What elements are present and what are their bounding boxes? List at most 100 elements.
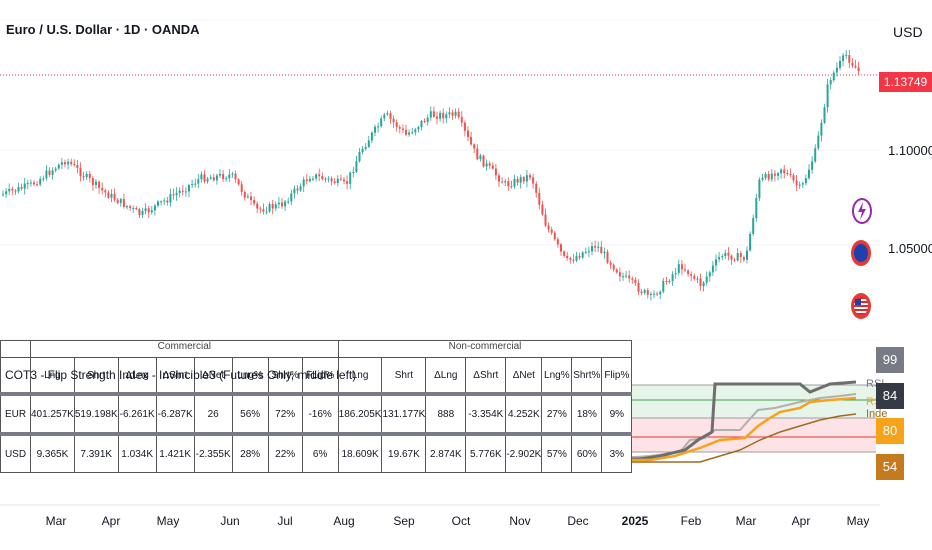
- candle-body: [191, 184, 194, 186]
- time-label: May: [846, 514, 870, 528]
- candle-body: [507, 181, 510, 187]
- candle-body: [649, 293, 652, 295]
- time-label: Apr: [101, 514, 121, 528]
- candle-body: [439, 112, 442, 119]
- candle-body: [845, 55, 848, 57]
- candle-body: [739, 253, 742, 258]
- candle-body: [339, 178, 342, 180]
- candle-body: [826, 84, 829, 108]
- candle-body: [432, 111, 435, 117]
- candle-body: [597, 246, 600, 248]
- us-flag-icon[interactable]: [851, 293, 871, 319]
- candle-body: [532, 177, 535, 184]
- table-cell: 5.776K: [465, 432, 507, 473]
- eu-flag-icon[interactable]: [851, 240, 871, 266]
- candle-body: [820, 122, 823, 136]
- time-label: Oct: [451, 514, 471, 528]
- candle-body: [504, 181, 507, 183]
- candle-body: [854, 65, 857, 68]
- candle-body: [67, 161, 70, 165]
- candle-body: [175, 193, 178, 196]
- table-cell: -2.902K: [505, 432, 543, 473]
- candle-body: [259, 208, 262, 210]
- candle-body: [535, 183, 538, 193]
- indicator-title[interactable]: COT3 - Flip Strength Index - Invincible3…: [5, 368, 357, 382]
- col-header: ΔShrt: [155, 357, 195, 395]
- candle-body: [246, 196, 249, 198]
- table-cell: 4.252K: [505, 392, 543, 435]
- candle-body: [857, 67, 860, 72]
- table-cell: 9%: [601, 392, 633, 435]
- candle-body: [792, 175, 795, 181]
- col-header: ΔNet: [505, 357, 543, 395]
- candle-body: [631, 278, 634, 280]
- candle-body: [742, 257, 745, 260]
- candle-body: [646, 290, 649, 295]
- candle-body: [222, 173, 225, 180]
- table-row-eur: EUR 401.257K 519.198K -6.261K -6.287K 26…: [0, 392, 633, 435]
- candle-body: [172, 194, 175, 196]
- candle-body: [88, 173, 91, 179]
- candle-body: [296, 188, 299, 191]
- candle-body: [98, 181, 101, 188]
- candle-body: [829, 80, 832, 85]
- candle-body: [14, 190, 17, 192]
- group-commercial: Commercial: [30, 340, 339, 358]
- candle-body: [783, 169, 786, 173]
- candle-body: [333, 181, 336, 184]
- candle-body: [243, 191, 246, 198]
- candle-body: [519, 177, 522, 183]
- candle-body: [671, 274, 674, 282]
- candle-body: [606, 251, 609, 263]
- candle-body: [122, 199, 125, 207]
- candle-body: [479, 155, 482, 160]
- table-row-usd: USD 9.365K 7.391K 1.034K 1.421K -2.355K …: [0, 432, 633, 473]
- candle-body: [467, 130, 469, 137]
- table-cell: 9.365K: [30, 432, 75, 473]
- candle-body: [615, 269, 618, 273]
- lightning-icon[interactable]: [852, 198, 872, 224]
- candle-body: [715, 259, 717, 266]
- candle-body: [380, 118, 383, 127]
- candle-body: [457, 111, 460, 118]
- candle-body: [417, 127, 420, 130]
- candle-body: [8, 188, 11, 192]
- candle-body: [622, 276, 624, 278]
- time-label: Jun: [220, 514, 240, 528]
- candle-body: [228, 174, 231, 179]
- candle-body: [556, 239, 559, 245]
- candle-body: [64, 162, 66, 165]
- time-label: Nov: [509, 514, 531, 528]
- time-label: Aug: [333, 514, 355, 528]
- grid-lines: [0, 19, 880, 341]
- candle-body: [693, 275, 696, 279]
- candle-body: [82, 176, 85, 178]
- candle-body: [811, 161, 814, 170]
- candle-body: [690, 274, 693, 276]
- candle-body: [612, 264, 615, 270]
- index-line-orange: [565, 396, 857, 462]
- table-cell: 519.198K: [73, 392, 119, 435]
- candle-body: [702, 282, 705, 287]
- candle-body: [343, 179, 345, 182]
- candle-body: [625, 275, 628, 277]
- candle-body: [178, 190, 181, 194]
- candle-body: [609, 262, 612, 265]
- table-cell: 1.421K: [155, 432, 195, 473]
- candle-body: [386, 113, 389, 115]
- candle-body: [445, 114, 448, 119]
- candle-body: [569, 258, 572, 260]
- candle-body: [364, 147, 367, 149]
- candle-body: [665, 281, 668, 283]
- candle-body: [60, 162, 63, 165]
- currency-label[interactable]: USD: [893, 24, 923, 40]
- candle-body: [795, 180, 798, 186]
- candle-body: [85, 173, 88, 178]
- candle-body: [318, 174, 321, 177]
- candle-body: [101, 187, 104, 191]
- badge-99: 99: [876, 347, 904, 373]
- candle-body: [541, 204, 544, 215]
- candle-body: [420, 120, 423, 128]
- candle-body: [29, 182, 32, 184]
- candle-body: [302, 179, 305, 187]
